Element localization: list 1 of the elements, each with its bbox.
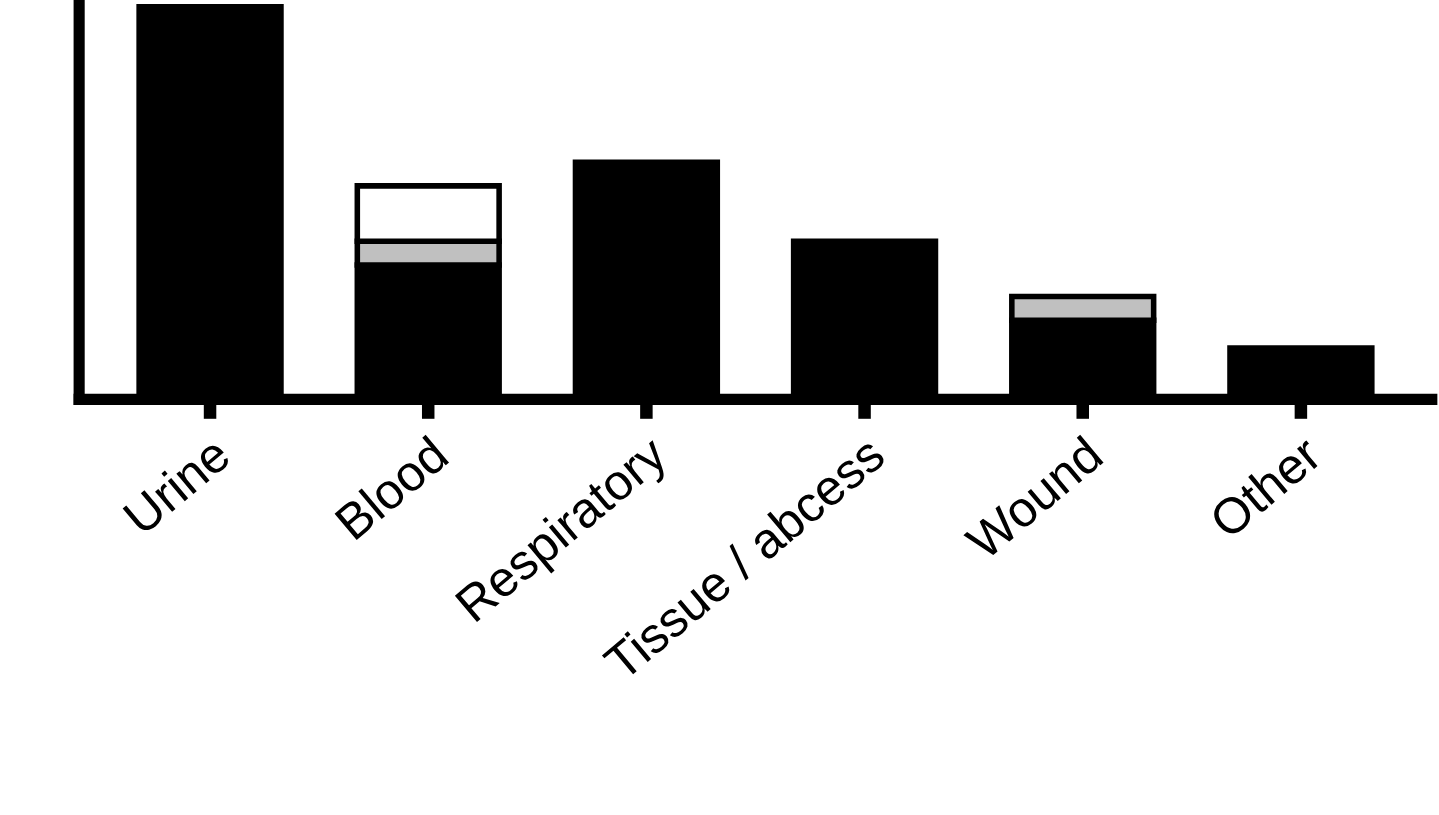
x-tick-label: Urine — [121, 434, 232, 536]
